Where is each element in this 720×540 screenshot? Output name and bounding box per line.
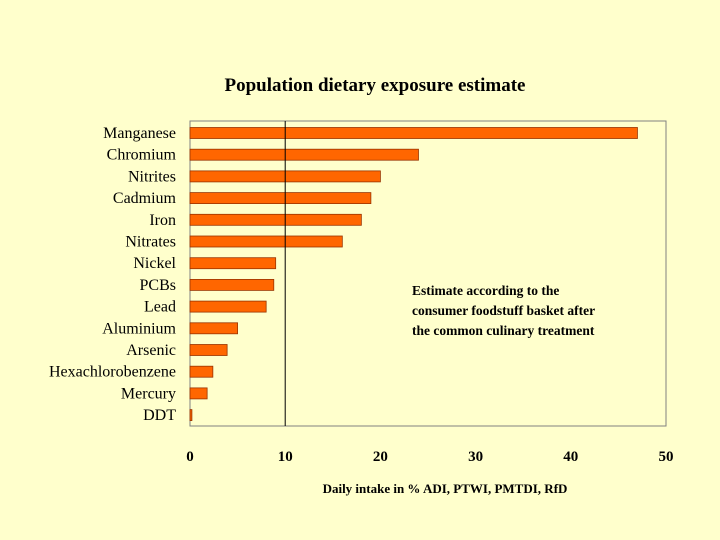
bar-pcbs <box>189 278 275 291</box>
plot-area <box>189 120 667 427</box>
tick-labels: 0 10 20 30 40 50 <box>186 449 673 465</box>
x-tick-label: 0 <box>186 449 194 465</box>
bar-nickel <box>189 257 277 270</box>
bars-layer <box>189 127 638 422</box>
x-tick-label: 50 <box>659 449 674 465</box>
bar-mercury <box>189 387 208 400</box>
bar-aluminium <box>189 322 238 335</box>
category-label: PCBs <box>140 277 176 294</box>
annotation-line: the common culinary treatment <box>412 323 595 338</box>
category-label: Manganese <box>103 125 176 142</box>
category-label: Arsenic <box>126 342 176 359</box>
category-label: Iron <box>149 212 176 229</box>
category-label: Lead <box>144 299 176 316</box>
bar-manganese <box>189 127 638 139</box>
x-tick-label: 30 <box>468 449 483 465</box>
annotation-line: Estimate according to the <box>412 283 559 298</box>
category-labels: Manganese Chromium Nitrites Cadmium Iron Nitr… <box>49 125 177 424</box>
bar-cadmium <box>189 192 372 205</box>
x-tick-label: 40 <box>563 449 578 465</box>
x-tick-label: 10 <box>278 449 293 465</box>
bar-arsenic <box>189 344 228 356</box>
annotation: Estimate according to the consumer foodst… <box>412 283 595 338</box>
category-label: Nitrites <box>128 168 176 185</box>
x-axis-label: Daily intake in % ADI, PTWI, PMTDI, RfD <box>323 481 568 496</box>
x-tick-label: 20 <box>373 449 388 465</box>
category-label: Chromium <box>107 147 177 164</box>
chart-title: Population dietary exposure estimate <box>225 75 526 96</box>
annotation-line: consumer foodstuff basket after <box>412 303 595 318</box>
category-label: Nickel <box>133 255 176 272</box>
bar-iron <box>189 213 362 226</box>
category-label: DDT <box>143 407 176 424</box>
category-label: Hexachlorobenzene <box>49 364 176 381</box>
bar-nitrates <box>189 235 343 248</box>
category-label: Mercury <box>121 385 176 402</box>
bar-hexachlorobenzene <box>189 365 214 378</box>
category-label: Aluminium <box>102 320 176 337</box>
bar-chromium <box>189 148 419 161</box>
bar-lead <box>189 300 267 313</box>
category-label: Nitrates <box>125 234 176 251</box>
bar-ddt <box>189 409 193 422</box>
category-label: Cadmium <box>113 190 177 207</box>
